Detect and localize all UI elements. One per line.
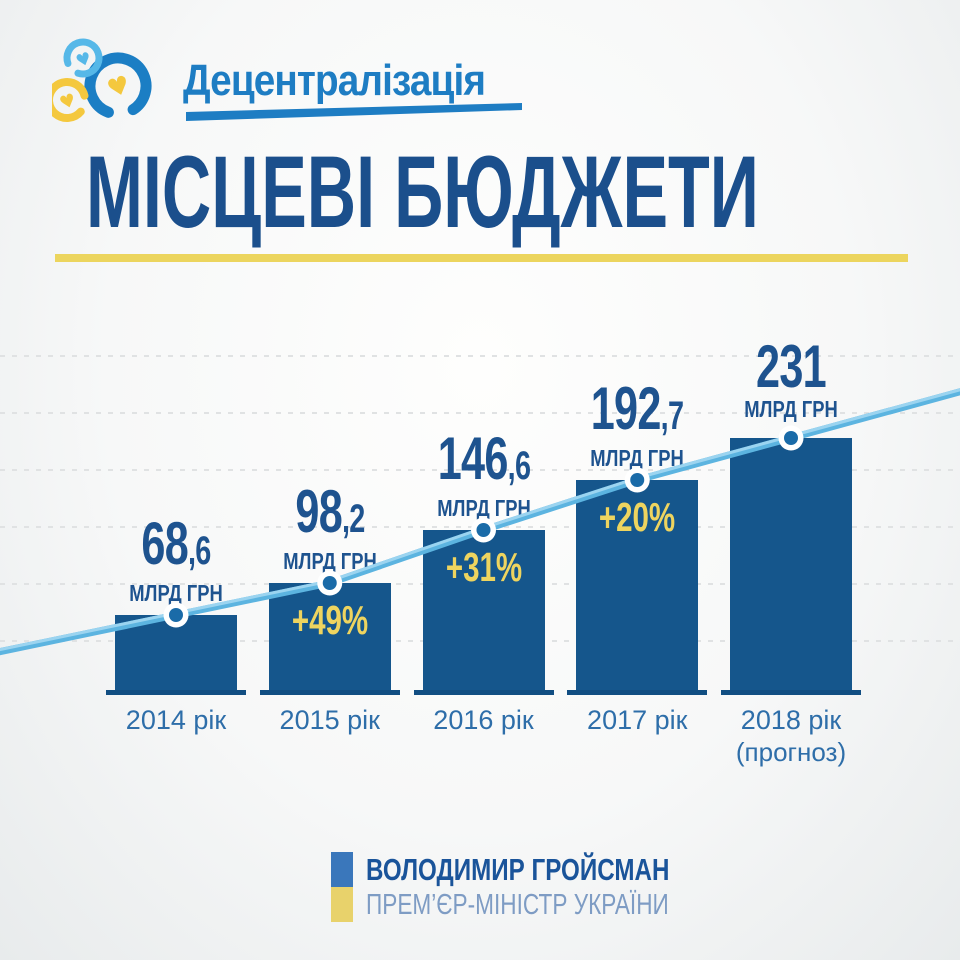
- value-decimal: ,7: [660, 394, 684, 438]
- value-decimal: ,2: [341, 497, 365, 541]
- delta-label-2017: +20%: [599, 494, 676, 540]
- x-axis-label-2016: 2016 рік: [433, 705, 534, 735]
- value-decimal: ,6: [507, 444, 530, 488]
- footer-author-role: ПРЕМ’ЄР-МІНІСТР УКРАЇНИ: [366, 889, 669, 921]
- x-axis-label-2015: 2015 рік: [279, 705, 380, 735]
- x-axis-label-2014: 2014 рік: [125, 705, 227, 735]
- delta-label-2016: +31%: [445, 544, 522, 590]
- value-number: 68,6: [141, 510, 211, 577]
- bar-2018: [730, 438, 852, 690]
- axis-baseline-2014: [106, 690, 246, 695]
- axis-baseline-2016: [414, 690, 554, 695]
- value-decimal: ,6: [188, 529, 211, 573]
- logo-mark-icon: ♥ ♥ ♥: [52, 38, 152, 122]
- title-underline-rule: [55, 254, 908, 262]
- logo-wordmark: Децентралізація: [183, 56, 486, 105]
- delta-label-2015: +49%: [291, 597, 368, 643]
- value-unit: МЛРД ГРН: [129, 580, 223, 606]
- value-number: 231: [756, 333, 827, 400]
- bar-2014: [115, 615, 237, 690]
- value-unit: МЛРД ГРН: [436, 495, 531, 521]
- value-number: 98,2: [295, 478, 365, 545]
- page-title: МІСЦЕВІ БЮДЖЕТИ: [86, 135, 759, 249]
- svg-text:♥: ♥: [74, 49, 95, 73]
- ukraine-flag-icon: [331, 852, 353, 922]
- flag-blue-half: [331, 852, 353, 887]
- axis-baseline-2017: [567, 690, 707, 695]
- flag-yellow-half: [331, 887, 353, 922]
- x-axis-note: (прогноз): [735, 737, 847, 767]
- value-unit: МЛРД ГРН: [590, 445, 685, 471]
- footer-author-name: ВОЛОДИМИР ГРОЙСМАН: [366, 852, 670, 887]
- value-number: 146,6: [437, 425, 530, 492]
- value-unit: МЛРД ГРН: [744, 396, 838, 422]
- x-axis-label-2018: 2018 рік (прогноз): [696, 704, 886, 768]
- svg-text:♥: ♥: [57, 90, 79, 115]
- value-label-2018: 231 МЛРД ГРН: [696, 333, 886, 423]
- value-unit: МЛРД ГРН: [282, 548, 377, 574]
- logo-brush-underline: [186, 103, 522, 121]
- value-number: 192,7: [591, 375, 684, 442]
- svg-text:♥: ♥: [103, 69, 133, 104]
- axis-baseline-2015: [260, 690, 400, 695]
- x-axis-label-2017: 2017 рік: [587, 705, 688, 735]
- axis-baseline-2018: [721, 690, 861, 695]
